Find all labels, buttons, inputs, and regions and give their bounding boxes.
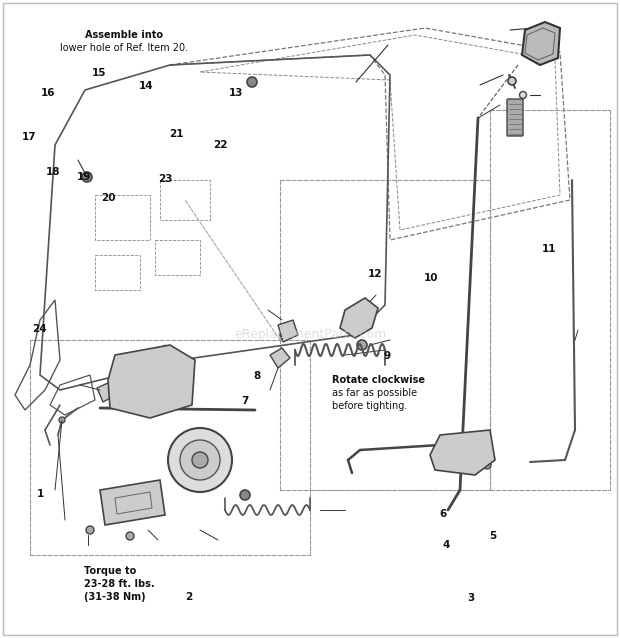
Text: (31-38 Nm): (31-38 Nm) [84,592,145,602]
Text: 21: 21 [169,129,184,139]
Text: Torque to: Torque to [84,566,136,576]
Text: 17: 17 [22,132,37,142]
Text: 12: 12 [368,269,383,279]
Circle shape [247,77,257,87]
Circle shape [125,384,141,400]
Text: 9: 9 [384,351,391,361]
Text: 7: 7 [241,396,249,406]
Text: 22: 22 [213,140,228,151]
Polygon shape [340,298,378,338]
Text: 23: 23 [158,174,173,184]
Circle shape [59,417,65,423]
Text: 8: 8 [254,371,261,382]
Text: 13: 13 [228,87,243,98]
Text: as far as possible: as far as possible [332,388,417,397]
Circle shape [483,461,491,469]
Text: 2: 2 [185,591,193,602]
Text: 11: 11 [541,244,556,254]
Text: 14: 14 [138,81,153,91]
Text: eReplacementParts.com: eReplacementParts.com [234,329,386,341]
Circle shape [180,440,220,480]
Polygon shape [278,320,298,342]
Polygon shape [100,480,165,525]
Text: lower hole of Ref. Item 20.: lower hole of Ref. Item 20. [60,43,188,53]
Circle shape [520,91,526,98]
Text: 3: 3 [467,593,475,604]
Text: 20: 20 [101,193,116,203]
Polygon shape [108,345,195,418]
Text: 15: 15 [92,68,107,78]
Circle shape [126,532,134,540]
Text: 1: 1 [37,489,44,500]
Polygon shape [430,430,495,475]
Circle shape [82,172,92,182]
Text: Rotate clockwise: Rotate clockwise [332,375,425,385]
Text: 19: 19 [76,172,91,182]
Circle shape [86,526,94,534]
Circle shape [168,428,232,492]
Text: 5: 5 [489,531,497,541]
FancyBboxPatch shape [507,99,523,136]
Circle shape [357,340,367,350]
Text: 16: 16 [40,87,55,98]
Circle shape [240,490,250,500]
Text: 10: 10 [423,272,438,283]
Text: 18: 18 [46,167,61,177]
Polygon shape [270,348,290,368]
Text: before tighting.: before tighting. [332,401,407,411]
Text: 6: 6 [440,508,447,519]
Polygon shape [97,382,116,402]
Circle shape [508,77,516,85]
Circle shape [129,388,137,396]
Text: 24: 24 [32,323,46,334]
Text: Assemble into: Assemble into [85,30,163,40]
Circle shape [192,452,208,468]
Text: 23-28 ft. lbs.: 23-28 ft. lbs. [84,579,154,589]
Circle shape [280,330,290,340]
Polygon shape [522,22,560,65]
Text: 4: 4 [443,540,450,551]
